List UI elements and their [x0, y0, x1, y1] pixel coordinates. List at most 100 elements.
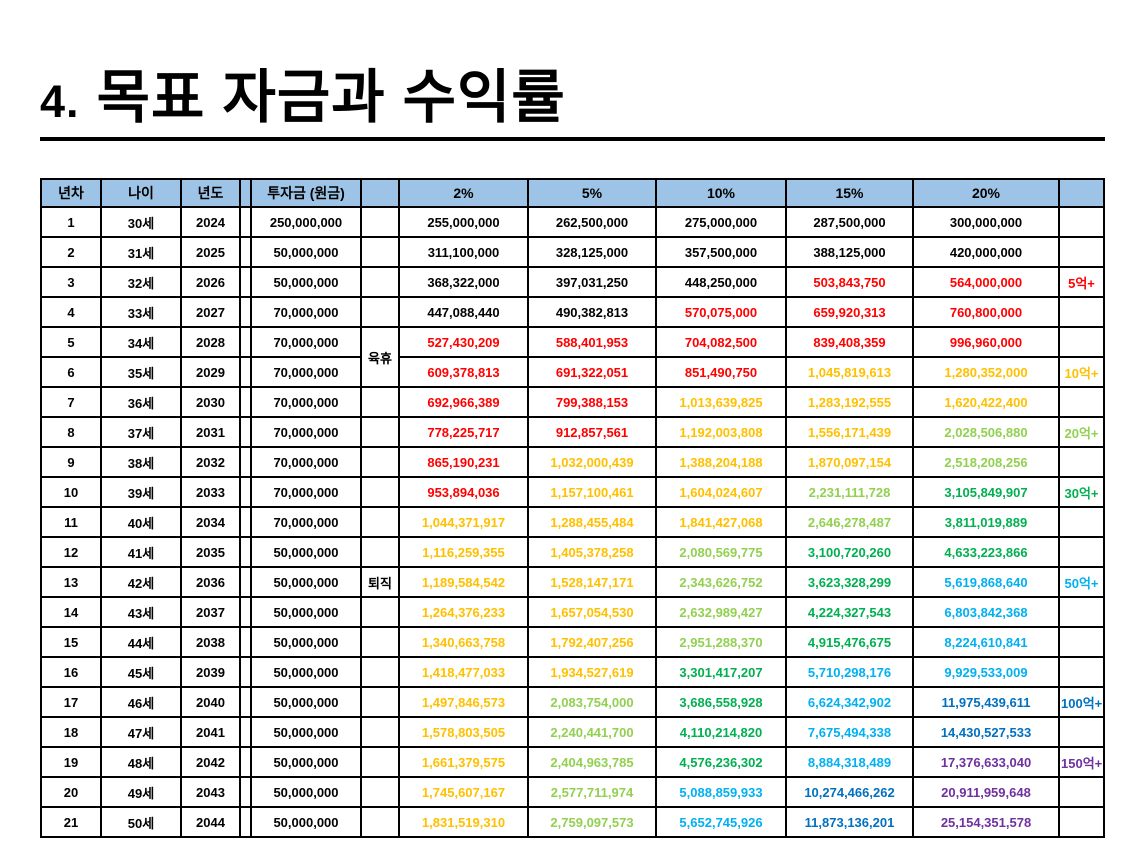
table-row: 2 31세 2025 50,000,000 311,100,000 328,125,000… — [40, 236, 1105, 268]
return-value-cell: 691,322,051 — [527, 356, 657, 388]
return-value-cell: 865,190,231 — [398, 446, 529, 478]
note-empty-cell — [360, 266, 400, 298]
return-value-cell: 275,000,000 — [655, 206, 787, 238]
return-value-cell: 704,082,500 — [655, 326, 787, 358]
table-row: 1 30세 2024 250,000,000 255,000,000 262,500,00… — [40, 206, 1105, 238]
principal-cell: 50,000,000 — [250, 236, 362, 268]
age-cell: 37세 — [100, 416, 182, 448]
return-value-cell: 25,154,351,578 — [912, 806, 1060, 838]
calendar-year-cell: 2034 — [180, 506, 241, 538]
return-value-cell: 357,500,000 — [655, 236, 787, 268]
calendar-year-cell: 2044 — [180, 806, 241, 838]
return-value-cell: 300,000,000 — [912, 206, 1060, 238]
return-value-cell: 2,083,754,000 — [527, 686, 657, 718]
separator-cell — [239, 356, 252, 388]
principal-cell: 70,000,000 — [250, 326, 362, 358]
return-value-cell: 778,225,717 — [398, 416, 529, 448]
milestone-empty-cell — [1058, 386, 1105, 418]
principal-cell: 50,000,000 — [250, 656, 362, 688]
column-header: 5% — [527, 178, 657, 208]
note-empty-cell — [360, 236, 400, 268]
table-row: 8 37세 2031 70,000,000 778,225,717 912,857,561… — [40, 416, 1105, 448]
year-index-cell: 2 — [40, 236, 102, 268]
note-empty-cell — [360, 536, 400, 568]
return-value-cell: 503,843,750 — [785, 266, 914, 298]
separator-cell — [239, 206, 252, 238]
age-cell: 42세 — [100, 566, 182, 598]
page-title: 4. 목표 자금과 수익률 — [40, 50, 566, 134]
return-value-cell: 5,619,868,640 — [912, 566, 1060, 598]
return-value-cell: 11,873,136,201 — [785, 806, 914, 838]
note-empty-cell — [360, 506, 400, 538]
note-empty-cell — [360, 446, 400, 478]
separator-cell — [239, 566, 252, 598]
title-underline — [40, 137, 1105, 141]
projection-table: 년차 나이 년도 투자금 (원금) 2% 5% 10% 15% 20% 1 30세 2024 250,… — [40, 178, 1105, 838]
age-cell: 38세 — [100, 446, 182, 478]
return-value-cell: 3,301,417,207 — [655, 656, 787, 688]
return-value-cell: 1,013,639,825 — [655, 386, 787, 418]
return-value-cell: 1,116,259,355 — [398, 536, 529, 568]
life-event-cell: 퇴직 — [360, 566, 400, 598]
table-row: 14 43세 2037 50,000,000 1,264,376,233 1,657,05… — [40, 596, 1105, 628]
year-index-cell: 6 — [40, 356, 102, 388]
return-value-cell: 1,288,455,484 — [527, 506, 657, 538]
age-cell: 43세 — [100, 596, 182, 628]
principal-cell: 70,000,000 — [250, 446, 362, 478]
separator-cell — [239, 416, 252, 448]
note-empty-cell — [360, 656, 400, 688]
column-header: 나이 — [100, 178, 182, 208]
separator-cell — [239, 386, 252, 418]
principal-cell: 70,000,000 — [250, 416, 362, 448]
table-row: 5 34세 2028 70,000,000 육휴 527,430,209 588,401,9… — [40, 326, 1105, 388]
year-index-cell: 16 — [40, 656, 102, 688]
age-cell: 39세 — [100, 476, 182, 508]
return-value-cell: 2,343,626,752 — [655, 566, 787, 598]
year-index-cell: 13 — [40, 566, 102, 598]
return-value-cell: 8,884,318,489 — [785, 746, 914, 778]
table-row: 15 44세 2038 50,000,000 1,340,663,758 1,792,40… — [40, 626, 1105, 658]
note-empty-cell — [360, 596, 400, 628]
return-value-cell: 11,975,439,611 — [912, 686, 1060, 718]
return-value-cell: 4,224,327,543 — [785, 596, 914, 628]
separator-cell — [239, 746, 252, 778]
return-value-cell: 527,430,209 — [398, 326, 529, 358]
return-value-cell: 760,800,000 — [912, 296, 1060, 328]
table-row: 18 47세 2041 50,000,000 1,578,803,505 2,240,44… — [40, 716, 1105, 748]
age-cell: 30세 — [100, 206, 182, 238]
principal-cell: 50,000,000 — [250, 266, 362, 298]
note-empty-cell — [360, 476, 400, 508]
milestone-empty-cell — [1058, 776, 1105, 808]
year-index-cell: 11 — [40, 506, 102, 538]
separator-cell — [239, 446, 252, 478]
year-index-cell: 12 — [40, 536, 102, 568]
return-value-cell: 17,376,633,040 — [912, 746, 1060, 778]
year-index-cell: 5 — [40, 326, 102, 358]
table-header-row: 년차 나이 년도 투자금 (원금) 2% 5% 10% 15% 20% — [40, 178, 1105, 208]
return-value-cell: 1,264,376,233 — [398, 596, 529, 628]
return-value-cell: 912,857,561 — [527, 416, 657, 448]
return-value-cell: 2,231,111,728 — [785, 476, 914, 508]
note-empty-cell — [360, 746, 400, 778]
return-value-cell: 851,490,750 — [655, 356, 787, 388]
return-value-cell: 3,811,019,889 — [912, 506, 1060, 538]
column-header-empty — [360, 178, 400, 208]
return-value-cell: 2,080,569,775 — [655, 536, 787, 568]
note-empty-cell — [360, 626, 400, 658]
table-row: 17 46세 2040 50,000,000 1,497,846,573 2,083,75… — [40, 686, 1105, 718]
return-value-cell: 490,382,813 — [527, 296, 657, 328]
separator-cell — [239, 776, 252, 808]
life-event-cell: 육휴 — [360, 326, 400, 388]
calendar-year-cell: 2031 — [180, 416, 241, 448]
year-index-cell: 20 — [40, 776, 102, 808]
separator-cell — [239, 236, 252, 268]
milestone-empty-cell — [1058, 656, 1105, 688]
return-value-cell: 4,576,236,302 — [655, 746, 787, 778]
return-value-cell: 397,031,250 — [527, 266, 657, 298]
milestone-marker-cell: 100억+ — [1058, 686, 1105, 718]
return-value-cell: 6,803,842,368 — [912, 596, 1060, 628]
separator-cell — [239, 476, 252, 508]
return-value-cell: 3,623,328,299 — [785, 566, 914, 598]
calendar-year-cell: 2040 — [180, 686, 241, 718]
